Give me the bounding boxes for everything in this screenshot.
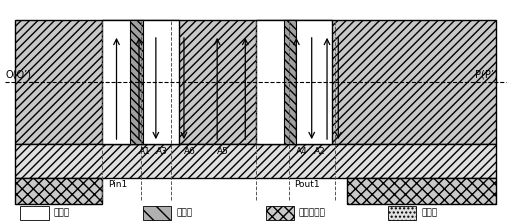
- Bar: [15, 144, 496, 178]
- Bar: [143, 206, 171, 220]
- Bar: [15, 20, 496, 144]
- Bar: [15, 178, 102, 204]
- Text: A4: A4: [296, 147, 308, 156]
- Text: 接地面: 接地面: [422, 209, 438, 218]
- Text: A1: A1: [139, 147, 151, 156]
- Bar: [130, 20, 143, 144]
- Bar: [266, 206, 294, 220]
- Bar: [388, 206, 416, 220]
- Bar: [347, 178, 496, 204]
- Text: A3: A3: [156, 147, 168, 156]
- Bar: [20, 206, 49, 220]
- Text: P(P’): P(P’): [475, 70, 498, 80]
- Text: Pout1: Pout1: [294, 180, 319, 189]
- Text: A6: A6: [184, 147, 196, 156]
- Text: A2: A2: [314, 147, 326, 156]
- Bar: [102, 20, 179, 144]
- Text: 基板侧讻面: 基板侧讻面: [299, 209, 326, 218]
- Text: O(O’): O(O’): [5, 70, 31, 80]
- Text: 微带线: 微带线: [176, 209, 193, 218]
- Bar: [284, 20, 296, 144]
- Text: Pin1: Pin1: [108, 180, 127, 189]
- Text: A5: A5: [217, 147, 229, 156]
- Bar: [256, 20, 332, 144]
- Text: 开槽线: 开槽线: [54, 209, 70, 218]
